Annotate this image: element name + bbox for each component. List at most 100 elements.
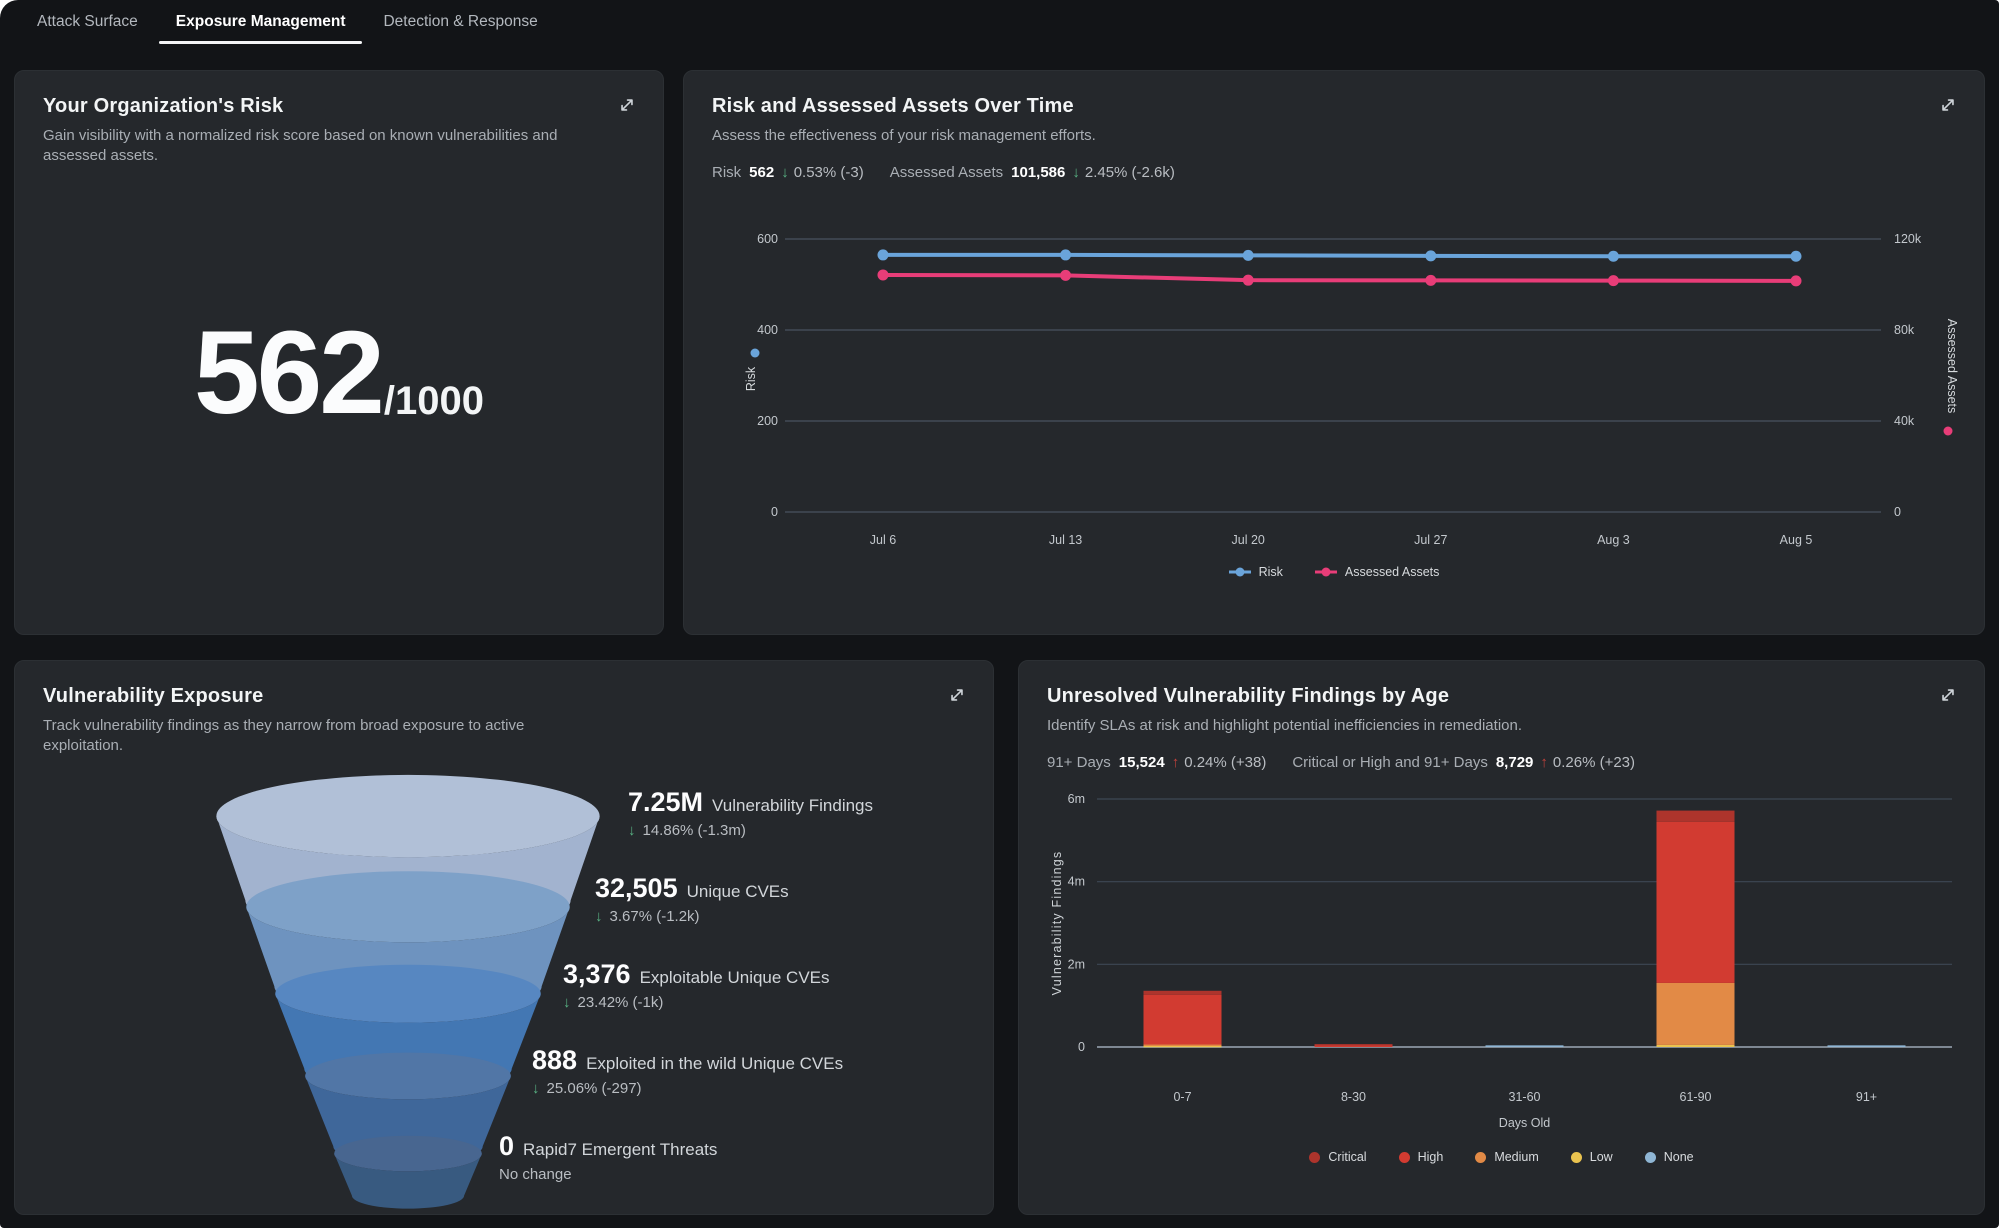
- x-axis-tick: Jul 13: [1049, 533, 1082, 547]
- funnel-item: 0 Rapid7 Emergent Threats No change: [499, 1131, 717, 1183]
- bar-segment-critical[interactable]: [1314, 1044, 1393, 1046]
- series-line-risk: [881, 253, 1798, 259]
- data-point[interactable]: [1242, 250, 1254, 262]
- bar-segment-high[interactable]: [1314, 1044, 1393, 1048]
- legend-item-high[interactable]: High: [1398, 1150, 1444, 1165]
- tab-exposure-management[interactable]: Exposure Management: [157, 0, 365, 44]
- funnel-tier-body[interactable]: [334, 1153, 482, 1209]
- data-point[interactable]: [1607, 251, 1619, 263]
- legend-item-medium[interactable]: Medium: [1475, 1150, 1539, 1165]
- data-point[interactable]: [877, 269, 889, 281]
- stat-change: 0.24% (+38): [1184, 754, 1267, 772]
- bar-segment-critical[interactable]: [1143, 991, 1222, 996]
- right-axis-tick: 0: [1894, 505, 1901, 519]
- expand-button[interactable]: [1932, 679, 1964, 714]
- panel-subtitle: Identify SLAs at risk and highlight pote…: [1047, 717, 1522, 734]
- legend-marker: [1228, 567, 1251, 577]
- expand-icon: [1942, 99, 1954, 111]
- funnel-item: 3,376 Exploitable Unique CVEs ↓ 23.42% (-1k…: [563, 959, 830, 1011]
- bar-segment-medium[interactable]: [1656, 983, 1735, 1046]
- y-axis-tick: 0: [1078, 1040, 1085, 1054]
- legend-label: Assessed Assets: [1344, 565, 1440, 580]
- funnel-svg: [216, 774, 600, 1209]
- funnel-item-line1: 888 Exploited in the wild Unique CVEs: [532, 1045, 843, 1076]
- panel-subtitle: Track vulnerability findings as they nar…: [43, 717, 525, 755]
- left-axis-title: Risk: [744, 366, 758, 391]
- left-axis-tick: 0: [771, 505, 778, 519]
- right-axis-tick: 40k: [1894, 414, 1915, 428]
- data-point[interactable]: [1060, 270, 1072, 282]
- bar-segment-high[interactable]: [1143, 995, 1222, 1045]
- gridlines: 0 0 200 40k 400 80k 600 120k: [757, 232, 1922, 519]
- data-point[interactable]: [1790, 275, 1802, 287]
- panel-subtitle: Gain visibility with a normalized risk s…: [43, 127, 558, 165]
- funnel-item: 32,505 Unique CVEs ↓ 3.67% (-1.2k): [595, 873, 789, 925]
- bar-segment-medium[interactable]: [1143, 1044, 1222, 1047]
- risk-score-value: 562: [194, 306, 385, 439]
- stat: Assessed Assets 101,586 ↓ 2.45% (-2.6k): [890, 164, 1175, 181]
- legend-item-assessed-assets[interactable]: Assessed Assets: [1314, 565, 1440, 580]
- data-point[interactable]: [1060, 249, 1072, 261]
- tab-attack-surface[interactable]: Attack Surface: [37, 13, 138, 30]
- bar-chart: 0 2m 4m 6m Vulnerability Findings 0-7 8-30 31-6…: [1050, 792, 1952, 1130]
- assets-axis-dot: [1943, 426, 1953, 436]
- x-axis-tick: 0-7: [1173, 1090, 1191, 1104]
- legend-item-low[interactable]: Low: [1570, 1150, 1613, 1164]
- bar-segment-none[interactable]: [1485, 1045, 1564, 1048]
- risk-score: 562 /1000: [43, 306, 635, 439]
- bar-segment-low[interactable]: [1656, 1045, 1735, 1048]
- panel-your-org-risk: Your Organization's Risk Gain visibility…: [14, 70, 664, 635]
- funnel-item: 888 Exploited in the wild Unique CVEs ↓ 25.…: [532, 1045, 843, 1097]
- legend-item-critical[interactable]: Critical: [1309, 1150, 1367, 1164]
- funnel-item-line1: 3,376 Exploitable Unique CVEs: [563, 959, 830, 990]
- funnel-item-line1: 7.25M Vulnerability Findings: [628, 787, 873, 818]
- x-axis-tick: 91+: [1856, 1090, 1877, 1104]
- x-axis-title: Days Old: [1499, 1116, 1550, 1130]
- legend-label: Medium: [1494, 1150, 1539, 1165]
- legend-item-risk[interactable]: Risk: [1228, 565, 1283, 580]
- funnel-item-line1: 0 Rapid7 Emergent Threats: [499, 1131, 717, 1162]
- legend-label: Risk: [1258, 565, 1283, 580]
- y-axis-tick: 4m: [1068, 875, 1085, 889]
- panel-subtitle: Assess the effectiveness of your risk ma…: [712, 127, 1096, 144]
- change-text: No change: [499, 1165, 572, 1183]
- funnel-tier-top: [216, 774, 600, 857]
- stat-change: 2.45% (-2.6k): [1084, 164, 1175, 182]
- expand-button[interactable]: [941, 679, 973, 714]
- tab-detection-response[interactable]: Detection & Response: [383, 13, 538, 30]
- funnel-item-change: ↓ 25.06% (-297): [532, 1080, 843, 1097]
- findings-by-age-stats: 91+ Days 15,524 ↑ 0.24% (+38) Critical or Hi…: [1047, 754, 1956, 771]
- line-chart-legend: Risk Assessed Assets: [712, 565, 1956, 579]
- y-axis-tick: 6m: [1068, 792, 1085, 806]
- expand-button[interactable]: [611, 89, 643, 124]
- legend-marker: [1314, 567, 1337, 577]
- data-point[interactable]: [1790, 251, 1802, 263]
- x-axis-tick: Aug 5: [1780, 533, 1813, 547]
- stat-label: Risk: [712, 164, 742, 182]
- down-arrow-icon: ↓: [595, 907, 603, 925]
- down-arrow-icon: ↓: [628, 821, 636, 839]
- series-line-assessed-assets: [881, 273, 1798, 284]
- funnel-tier-top: [334, 1135, 482, 1171]
- data-point[interactable]: [1425, 275, 1437, 287]
- legend-item-none[interactable]: None: [1644, 1150, 1694, 1164]
- panel-vulnerability-exposure: Vulnerability Exposure Track vulnerabili…: [14, 660, 994, 1215]
- bar-segment-none[interactable]: [1827, 1045, 1906, 1048]
- expand-button[interactable]: [1932, 89, 1964, 124]
- legend-label: High: [1417, 1150, 1444, 1165]
- stat-change: 0.53% (-3): [793, 164, 864, 182]
- panel-risk-over-time: Risk and Assessed Assets Over Time Asses…: [683, 70, 1985, 635]
- y-axis-tick: 2m: [1068, 958, 1085, 972]
- bar-chart-legend: Critical High Medium Low None: [1047, 1150, 1956, 1164]
- data-point[interactable]: [1607, 275, 1619, 287]
- bar-segment-critical[interactable]: [1656, 810, 1735, 822]
- data-point[interactable]: [1242, 274, 1254, 286]
- bar-segment-high[interactable]: [1656, 821, 1735, 984]
- data-point[interactable]: [1425, 250, 1437, 262]
- stat-label: 91+ Days: [1047, 754, 1111, 772]
- funnel-item-change: ↓ 3.67% (-1.2k): [595, 908, 789, 925]
- bar-segment-low[interactable]: [1143, 1046, 1222, 1048]
- data-point[interactable]: [877, 249, 889, 261]
- funnel-tier-top: [275, 964, 541, 1023]
